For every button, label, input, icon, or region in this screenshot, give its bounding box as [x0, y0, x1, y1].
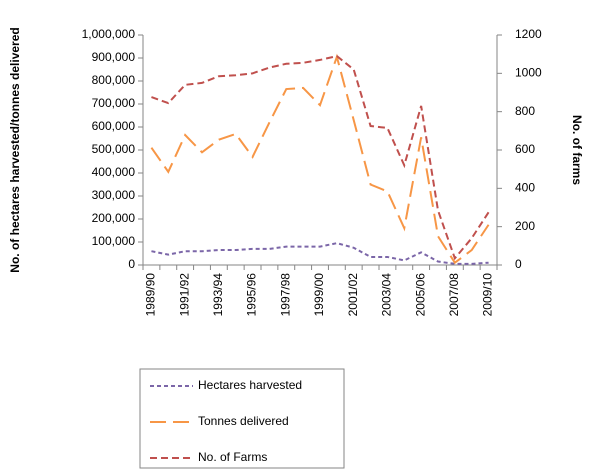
- y2-tick-label: 200: [515, 219, 535, 233]
- series-line: [151, 242, 489, 265]
- y2-tick-label: 0: [515, 257, 522, 271]
- x-tick-label: 2009/10: [481, 273, 495, 317]
- x-tick-label: 1999/00: [312, 273, 326, 317]
- y2-tick-label: 400: [515, 181, 535, 195]
- y-tick-label: 100,000: [92, 234, 136, 248]
- legend-label: Hectares harvested: [198, 378, 302, 392]
- y2-tick-label: 1200: [515, 27, 542, 41]
- y2-axis-title: No. of farms: [570, 115, 584, 185]
- x-tick-label: 2001/02: [346, 273, 360, 317]
- y-tick-label: 500,000: [92, 142, 136, 156]
- x-tick-label: 1995/96: [245, 273, 259, 317]
- x-tick-label: 2007/08: [447, 273, 461, 317]
- y-tick-label: 800,000: [92, 73, 136, 87]
- y-tick-label: 1,000,000: [82, 27, 136, 41]
- y-axis-title: No. of hectares harvested/tonnes deliver…: [8, 27, 22, 272]
- y2-tick-label: 600: [515, 142, 535, 156]
- y-tick-label: 900,000: [92, 50, 136, 64]
- y-tick-label: 700,000: [92, 96, 136, 110]
- y2-tick-label: 800: [515, 104, 535, 118]
- y-tick-label: 400,000: [92, 165, 136, 179]
- y2-tick-label: 1000: [515, 66, 542, 80]
- x-tick-label: 1991/92: [177, 273, 191, 317]
- x-tick-label: 1997/98: [278, 273, 292, 317]
- legend-label: No. of Farms: [198, 450, 267, 464]
- x-tick-label: 2003/04: [380, 273, 394, 317]
- y-tick-label: 600,000: [92, 119, 136, 133]
- x-tick-label: 2005/06: [413, 273, 427, 317]
- x-tick-label: 1993/94: [211, 273, 225, 317]
- y-tick-label: 300,000: [92, 188, 136, 202]
- series-line: [151, 55, 490, 261]
- y-tick-label: 0: [128, 257, 135, 271]
- x-tick-label: 1989/90: [144, 273, 158, 317]
- series-line: [150, 53, 490, 265]
- legend-label: Tonnes delivered: [198, 414, 289, 428]
- y-tick-label: 200,000: [92, 211, 136, 225]
